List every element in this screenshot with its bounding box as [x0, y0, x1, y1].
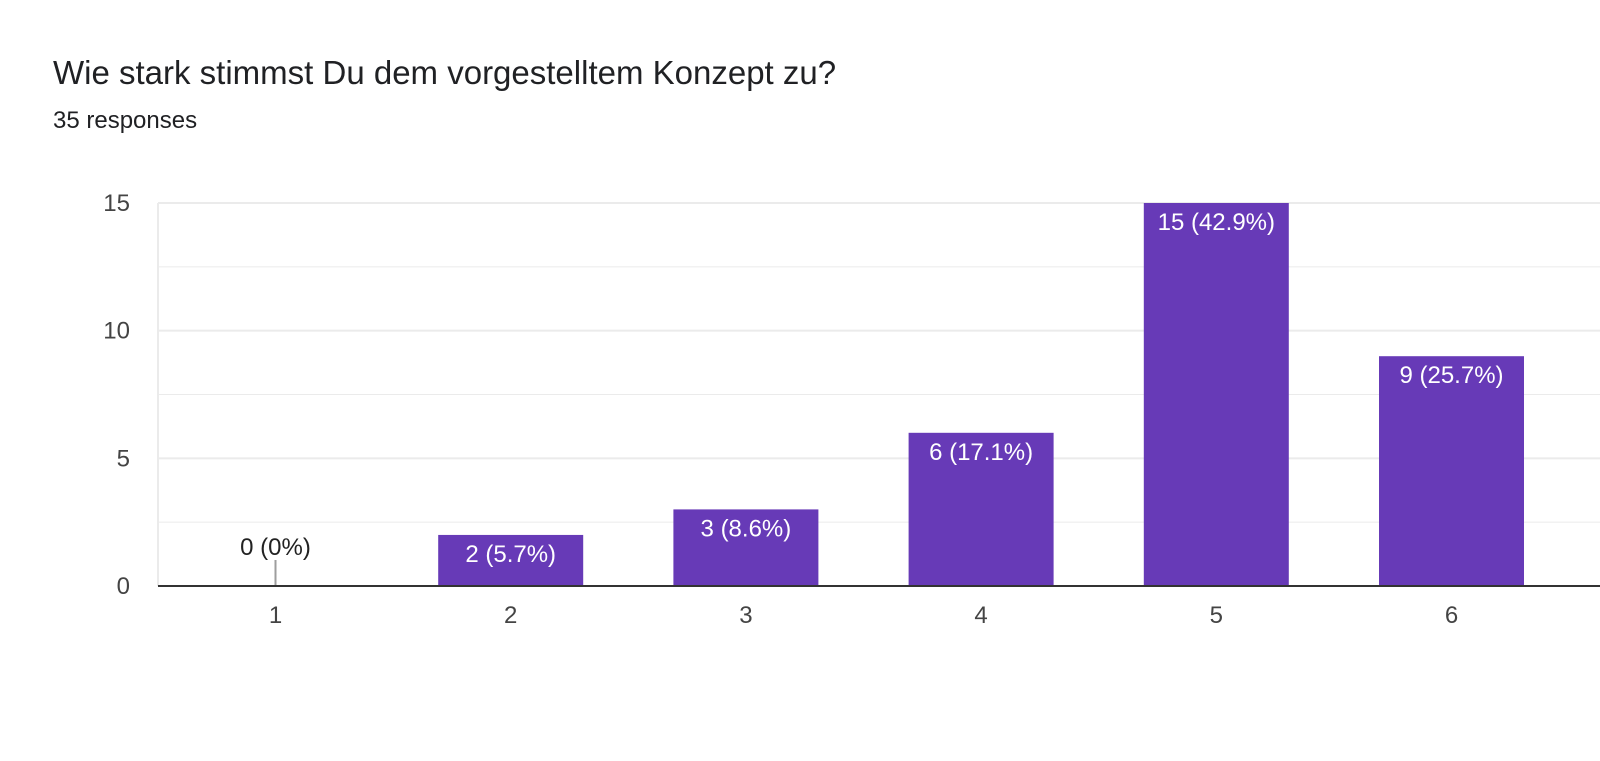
y-tick-label: 15 [103, 190, 130, 217]
bar-5[interactable] [1143, 203, 1289, 586]
y-tick-label: 10 [103, 318, 130, 345]
data-label: 3 (8.6%) [701, 515, 792, 542]
data-label: 15 (42.9%) [1158, 209, 1275, 236]
x-tick-label: 2 [504, 602, 517, 629]
data-label: 9 (25.7%) [1399, 362, 1503, 389]
bar-3[interactable] [673, 509, 819, 586]
labels: 0 5 10 15 0 (0%) 1 2 (5.7%) 2 3 (8.6%) 3 6 (17.1%)… [103, 190, 1503, 629]
x-tick-label: 6 [1445, 602, 1458, 629]
response-count: 35 responses [53, 107, 198, 134]
bar-2[interactable] [438, 534, 584, 586]
y-tick-label: 0 [117, 573, 130, 600]
data-label: 6 (17.1%) [929, 439, 1033, 466]
data-label: 0 (0%) [240, 534, 311, 561]
x-tick-label: 1 [269, 602, 282, 629]
bars [274, 203, 1524, 586]
x-tick-label: 4 [974, 602, 987, 629]
x-tick-label: 5 [1210, 602, 1223, 629]
gridlines [157, 202, 1600, 586]
x-tick-label: 3 [739, 602, 752, 629]
data-label: 2 (5.7%) [465, 541, 556, 568]
bar-4[interactable] [908, 432, 1054, 586]
bar-6[interactable] [1379, 356, 1524, 586]
y-tick-label: 5 [117, 445, 130, 472]
chart-title: Wie stark stimmst Du dem vorgestelltem K… [53, 54, 837, 91]
